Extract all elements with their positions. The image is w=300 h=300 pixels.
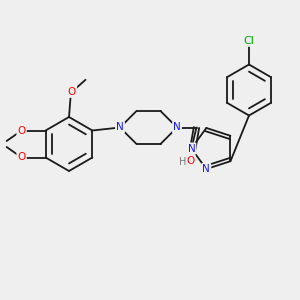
Text: Cl: Cl — [244, 35, 254, 46]
Text: O: O — [17, 125, 26, 136]
Text: N: N — [116, 122, 124, 133]
Text: N: N — [188, 143, 195, 154]
Text: O: O — [68, 87, 76, 97]
Text: O: O — [17, 152, 26, 163]
Text: N: N — [173, 122, 181, 133]
Text: O: O — [186, 155, 195, 166]
Text: H: H — [179, 157, 186, 167]
Text: N: N — [202, 164, 210, 174]
